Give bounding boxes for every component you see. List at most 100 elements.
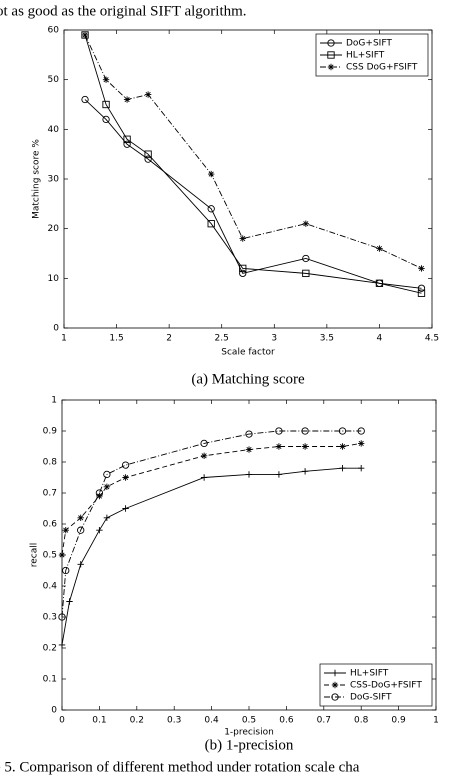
marker bbox=[301, 468, 309, 475]
marker-shape bbox=[123, 474, 129, 481]
marker bbox=[358, 440, 365, 447]
marker bbox=[375, 279, 384, 287]
marker bbox=[123, 96, 131, 103]
marker bbox=[417, 284, 426, 292]
marker bbox=[301, 427, 309, 435]
marker bbox=[62, 527, 69, 534]
marker bbox=[239, 235, 246, 242]
marker bbox=[275, 427, 283, 435]
marker bbox=[81, 31, 89, 39]
marker-shape bbox=[357, 427, 365, 435]
marker-shape bbox=[301, 468, 309, 475]
marker bbox=[122, 505, 129, 512]
marker-shape bbox=[123, 140, 131, 148]
marker-shape bbox=[103, 470, 111, 479]
y-tick-label: 50 bbox=[48, 75, 60, 85]
marker bbox=[331, 681, 339, 689]
marker bbox=[331, 693, 339, 701]
marker-shape bbox=[302, 443, 308, 450]
marker-shape bbox=[239, 264, 247, 273]
marker-shape bbox=[240, 236, 246, 242]
marker-shape bbox=[327, 51, 335, 59]
marker bbox=[144, 91, 152, 98]
marker bbox=[144, 155, 152, 163]
marker-shape bbox=[124, 96, 130, 103]
marker bbox=[58, 613, 66, 621]
marker bbox=[81, 95, 89, 104]
marker bbox=[376, 245, 383, 252]
x-tick-label: 0.6 bbox=[279, 716, 294, 726]
marker bbox=[58, 551, 66, 559]
marker bbox=[102, 76, 110, 83]
marker bbox=[245, 446, 253, 453]
x-tick-label: 2 bbox=[166, 334, 172, 344]
y-tick-label: 0.8 bbox=[43, 458, 58, 468]
marker bbox=[245, 430, 253, 438]
marker-shape bbox=[417, 289, 426, 297]
marker-shape bbox=[331, 669, 339, 677]
marker bbox=[331, 669, 339, 677]
marker bbox=[96, 527, 103, 534]
legend-label: HL+SIFT bbox=[350, 669, 389, 679]
marker bbox=[239, 264, 247, 273]
marker-shape bbox=[96, 527, 103, 534]
marker bbox=[58, 641, 66, 649]
series-line bbox=[61, 467, 362, 645]
x-tick-label: 0.3 bbox=[167, 716, 181, 726]
series-line bbox=[61, 442, 362, 556]
y-tick-label: 0.1 bbox=[43, 675, 57, 685]
marker bbox=[77, 526, 85, 534]
marker-shape bbox=[81, 95, 89, 104]
marker-shape bbox=[78, 515, 84, 521]
marker bbox=[418, 265, 425, 272]
marker bbox=[301, 443, 309, 450]
marker-shape bbox=[417, 284, 426, 292]
marker bbox=[103, 470, 111, 479]
marker-shape bbox=[332, 682, 338, 688]
marker bbox=[123, 140, 131, 148]
x-axis-label: Scale factor bbox=[221, 348, 275, 358]
marker-shape bbox=[358, 440, 364, 446]
x-tick-label: 0.9 bbox=[391, 716, 406, 726]
marker-shape bbox=[207, 220, 215, 228]
marker-shape bbox=[58, 613, 66, 621]
marker-shape bbox=[144, 155, 152, 163]
marker bbox=[358, 465, 365, 472]
marker bbox=[77, 561, 84, 568]
chart-caption: (b) 1-precision bbox=[205, 737, 294, 753]
marker bbox=[417, 289, 426, 297]
marker-shape bbox=[418, 265, 425, 271]
y-tick-label: 0.2 bbox=[43, 644, 57, 654]
marker-shape bbox=[77, 526, 85, 534]
marker-shape bbox=[239, 269, 247, 278]
marker-shape bbox=[376, 245, 382, 252]
legend-label: CSS DoG+FSIFT bbox=[346, 63, 418, 73]
legend-label: CSS-DoG+FSIFT bbox=[350, 681, 422, 691]
x-tick-label: 0.5 bbox=[242, 716, 256, 726]
marker bbox=[338, 427, 347, 435]
marker-shape bbox=[358, 465, 365, 472]
marker bbox=[207, 205, 215, 213]
marker bbox=[200, 452, 208, 459]
marker-shape bbox=[201, 453, 207, 459]
marker bbox=[207, 220, 215, 228]
marker-shape bbox=[339, 443, 346, 450]
x-tick-label: 0.7 bbox=[317, 716, 331, 726]
legend-label: DoG-SIFT bbox=[350, 693, 392, 703]
marker bbox=[302, 254, 310, 263]
marker-shape bbox=[59, 552, 65, 558]
marker bbox=[103, 483, 111, 490]
marker-shape bbox=[207, 205, 215, 213]
marker-shape bbox=[123, 135, 131, 143]
y-tick-label: 1 bbox=[51, 396, 57, 406]
marker-shape bbox=[245, 430, 253, 438]
marker bbox=[123, 135, 131, 143]
marker-shape bbox=[62, 566, 70, 575]
y-tick-label: 0.6 bbox=[43, 520, 58, 530]
marker bbox=[275, 471, 283, 478]
marker-shape bbox=[200, 474, 208, 481]
marker-shape bbox=[103, 77, 109, 83]
marker-shape bbox=[338, 427, 347, 435]
x-tick-label: 0.1 bbox=[92, 716, 106, 726]
marker bbox=[339, 465, 346, 472]
